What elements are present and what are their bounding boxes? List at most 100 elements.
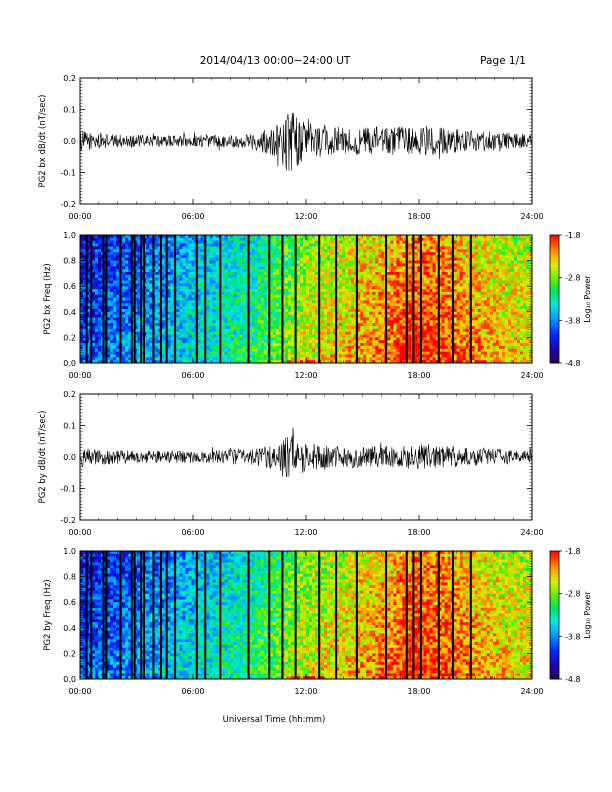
heatmap-cell xyxy=(212,246,216,250)
heatmap-cell xyxy=(260,311,265,315)
heatmap-cell xyxy=(227,274,232,279)
heatmap-cell xyxy=(375,348,379,352)
heatmap-cell xyxy=(188,252,192,256)
heatmap-cell xyxy=(257,360,262,364)
heatmap-cell xyxy=(366,260,370,264)
heatmap-cell xyxy=(233,237,238,242)
heatmap-cell xyxy=(348,235,352,239)
heatmap-cell xyxy=(149,271,153,276)
heatmap-cell xyxy=(170,351,174,355)
heatmap-cell xyxy=(296,286,301,290)
heatmap-cell xyxy=(110,328,114,333)
heatmap-cell xyxy=(363,254,367,259)
heatmap-cell xyxy=(281,277,286,281)
heatmap-cell xyxy=(372,345,376,350)
heatmap-cell xyxy=(179,257,183,261)
heatmap-cell xyxy=(333,269,337,273)
heatmap-cell xyxy=(306,348,310,352)
heatmap-cell xyxy=(95,348,99,352)
heatmap-cell xyxy=(399,235,403,239)
heatmap-cell xyxy=(366,306,370,310)
heatmap-cell xyxy=(402,243,406,247)
heatmap-cell xyxy=(315,357,319,361)
heatmap-cell xyxy=(167,340,171,344)
heatmap-cell xyxy=(131,254,135,259)
heatmap-cell xyxy=(312,345,316,350)
heatmap-cell xyxy=(278,320,283,324)
heatmap-cell xyxy=(80,306,84,310)
heatmap-cell xyxy=(345,291,349,296)
heatmap-cell xyxy=(86,271,90,276)
heatmap-cell xyxy=(110,297,114,301)
heatmap-cell xyxy=(149,357,153,361)
heatmap-cell xyxy=(372,237,376,242)
heatmap-cell xyxy=(161,308,165,313)
heatmap-cell xyxy=(155,345,159,350)
heatmap-cell xyxy=(221,300,225,304)
heatmap-cell xyxy=(396,289,400,293)
heatmap-cell xyxy=(381,252,385,256)
heatmap-cell xyxy=(113,337,117,341)
heatmap-cell xyxy=(161,271,165,276)
heatmap-cell xyxy=(287,277,292,281)
heatmap-cell xyxy=(330,283,334,287)
heatmap-cell xyxy=(191,317,195,321)
heatmap-cell xyxy=(330,257,334,261)
heatmap-cell xyxy=(381,246,385,250)
heatmap-cell xyxy=(242,263,247,267)
heatmap-cell xyxy=(131,246,135,250)
heatmap-cell xyxy=(393,311,397,315)
heatmap-cell xyxy=(167,252,171,256)
heatmap-cell xyxy=(366,254,370,259)
heatmap-cell xyxy=(197,254,201,259)
heatmap-cell xyxy=(245,246,250,250)
heatmap-cell xyxy=(348,337,352,341)
heatmap-cell xyxy=(239,269,244,273)
heatmap-cell xyxy=(107,243,111,247)
heatmap-cell xyxy=(321,360,325,364)
heatmap-cell xyxy=(315,323,319,327)
heatmap-cell xyxy=(209,340,213,344)
heatmap-cell xyxy=(221,240,225,244)
heatmap-cell xyxy=(302,254,307,259)
heatmap-cell xyxy=(263,326,268,330)
heatmap-cell xyxy=(245,240,250,244)
heatmap-cell xyxy=(185,348,189,352)
heatmap-cell xyxy=(366,314,370,318)
heatmap-cell xyxy=(396,328,400,333)
heatmap-cell xyxy=(248,348,253,352)
heatmap-cell xyxy=(170,340,174,344)
heatmap-cell xyxy=(239,351,244,355)
heatmap-cell xyxy=(110,263,114,267)
heatmap-cell xyxy=(239,249,244,253)
heatmap-cell xyxy=(260,257,265,261)
heatmap-cell xyxy=(116,308,120,313)
heatmap-cell xyxy=(248,297,253,301)
heatmap-cell xyxy=(351,323,355,327)
heatmap-cell xyxy=(113,260,117,264)
heatmap-cell xyxy=(122,320,126,324)
heatmap-cell xyxy=(387,237,391,242)
heatmap-cell xyxy=(399,326,403,330)
heatmap-cell xyxy=(269,280,274,284)
heatmap-cell xyxy=(146,294,150,298)
heatmap-cell xyxy=(396,314,400,318)
heatmap-cell xyxy=(390,280,394,284)
heatmap-cell xyxy=(366,243,370,247)
heatmap-cell xyxy=(393,286,397,290)
heatmap-cell xyxy=(393,291,397,296)
heatmap-cell xyxy=(224,274,228,279)
heatmap-cell xyxy=(396,286,400,290)
heatmap-cell xyxy=(224,254,228,259)
heatmap-cell xyxy=(257,343,262,347)
heatmap-cell xyxy=(254,235,259,239)
heatmap-cell xyxy=(182,343,186,347)
heatmap-cell xyxy=(239,331,244,335)
heatmap-cell xyxy=(107,297,111,301)
heatmap-cell xyxy=(315,360,319,364)
heatmap-cell xyxy=(396,340,400,344)
heatmap-cell xyxy=(197,351,201,355)
heatmap-cell xyxy=(272,286,277,290)
heatmap-cell xyxy=(80,274,84,279)
heatmap-cell xyxy=(321,289,325,293)
